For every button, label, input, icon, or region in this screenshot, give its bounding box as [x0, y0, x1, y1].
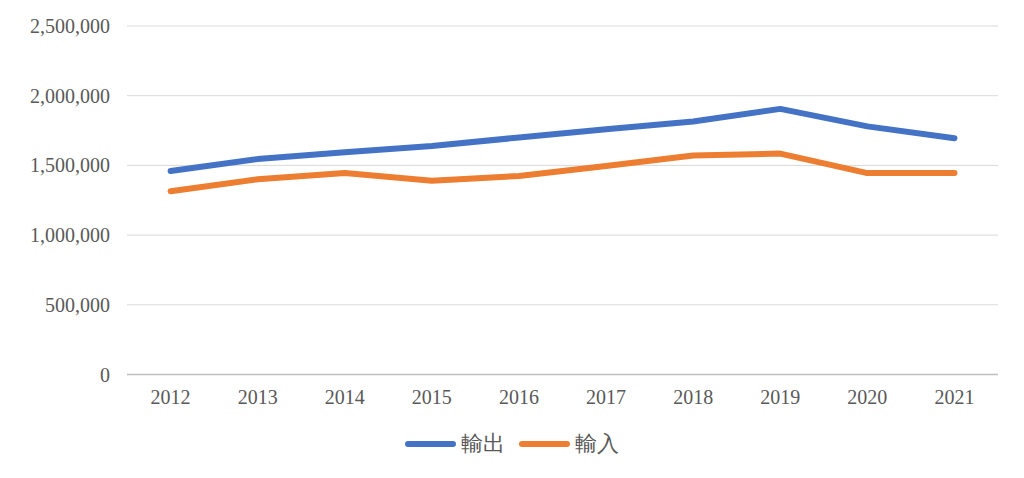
y-tick-label: 2,000,000: [30, 85, 110, 107]
plot-area: 0 500,000 1,000,000 1,500,000 2,000,000 2,500…: [0, 0, 1024, 478]
x-tick-label: 2013: [238, 386, 278, 408]
x-tick-label: 2020: [847, 386, 887, 408]
y-tick-label: 1,500,000: [30, 154, 110, 176]
legend-label-imports: 輸入: [575, 433, 619, 455]
y-tick-label: 1,000,000: [30, 224, 110, 246]
y-tick-label: 500,000: [45, 294, 110, 316]
x-tick-label: 2017: [586, 386, 626, 408]
imports-line-swatch-icon: [519, 441, 570, 447]
x-tick-label: 2012: [151, 386, 191, 408]
x-tick-label: 2018: [673, 386, 713, 408]
legend-item-exports: 輸出: [405, 433, 505, 455]
x-tick-label: 2016: [499, 386, 539, 408]
exports-line-swatch-icon: [405, 441, 456, 447]
y-tick-label: 2,500,000: [30, 15, 110, 37]
x-tick-label: 2019: [760, 386, 800, 408]
trade-line-chart: 0 500,000 1,000,000 1,500,000 2,000,000 2,500…: [0, 0, 1024, 478]
x-tick-label: 2014: [325, 386, 365, 408]
legend-label-exports: 輸出: [461, 433, 505, 455]
y-tick-label: 0: [100, 364, 110, 386]
legend-item-imports: 輸入: [519, 433, 619, 455]
exports-series-line: [171, 109, 955, 171]
legend: 輸出 輸入: [0, 429, 1024, 459]
x-tick-label: 2021: [934, 386, 974, 408]
x-tick-label: 2015: [412, 386, 452, 408]
